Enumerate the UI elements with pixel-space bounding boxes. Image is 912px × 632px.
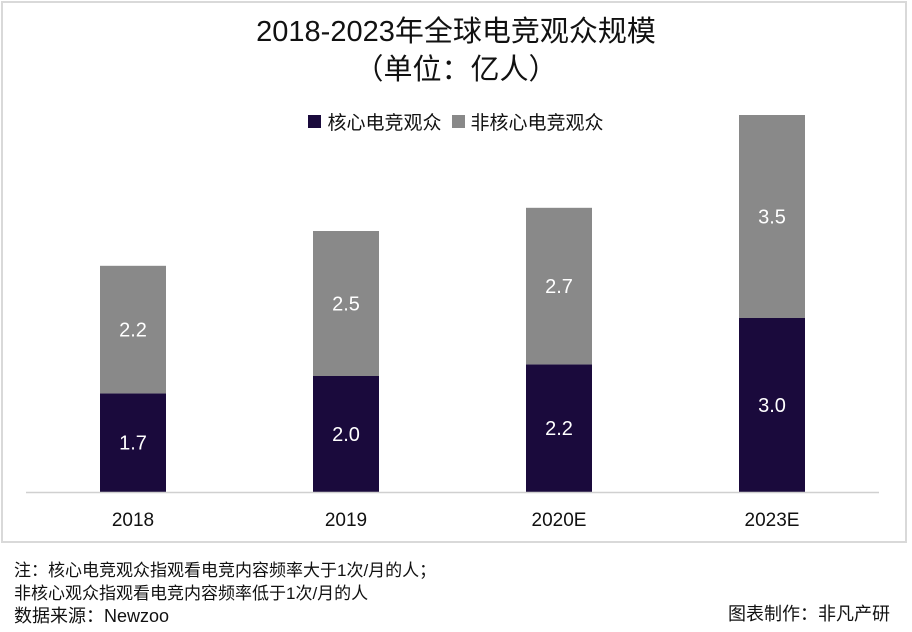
plot-area: 1.7 2.2 2018 2.0 2.5 2019 2.2 2.7 2020E 3.0 3.5 202…	[26, 115, 879, 531]
data-label: 1.7	[119, 433, 147, 455]
legend-label: 核心电竞观众	[327, 113, 442, 134]
bar-noncore	[526, 207, 592, 365]
data-label: 3.0	[758, 395, 786, 417]
bar-noncore	[100, 265, 166, 394]
chart-title: 2018-2023年全球电竞观众规模	[256, 16, 656, 48]
chart-subtitle: （单位：亿人）	[354, 54, 558, 86]
legend-label: 非核心电竞观众	[470, 113, 604, 134]
x-tick-label: 2023E	[745, 510, 800, 531]
chart-frame	[1, 1, 907, 543]
data-label: 2.0	[332, 424, 360, 446]
x-tick-label: 2019	[325, 510, 367, 531]
legend-item-noncore: 非核心电竞观众	[451, 108, 604, 135]
data-label: 2.5	[332, 294, 360, 316]
data-source: 数据来源：Newzoo	[14, 606, 170, 626]
legend-item-core: 核心电竞观众	[308, 108, 442, 135]
bar-noncore	[313, 231, 379, 376]
x-tick-label: 2018	[112, 510, 154, 531]
x-tick-label: 2020E	[532, 510, 587, 531]
legend: 核心电竞观众 非核心电竞观众	[0, 108, 912, 135]
chart-credit: 图表制作：非凡产研	[728, 604, 890, 624]
data-label: 3.5	[758, 207, 786, 229]
bar-core	[526, 364, 592, 492]
note-line-1: 注：核心电竞观众指观看电竞内容频率大于1次/月的人；	[14, 561, 437, 580]
bar-core	[313, 376, 379, 492]
data-label: 2.2	[545, 418, 573, 440]
data-label: 2.2	[119, 320, 147, 342]
legend-swatch	[451, 115, 465, 128]
legend-swatch	[308, 115, 322, 128]
data-label: 2.7	[545, 276, 573, 298]
bar-noncore	[739, 115, 805, 318]
bar-core	[739, 318, 805, 492]
note-line-2: 非核心观众指观看电竞内容频率低于1次/月的人	[14, 584, 369, 603]
bar-core	[100, 393, 166, 492]
